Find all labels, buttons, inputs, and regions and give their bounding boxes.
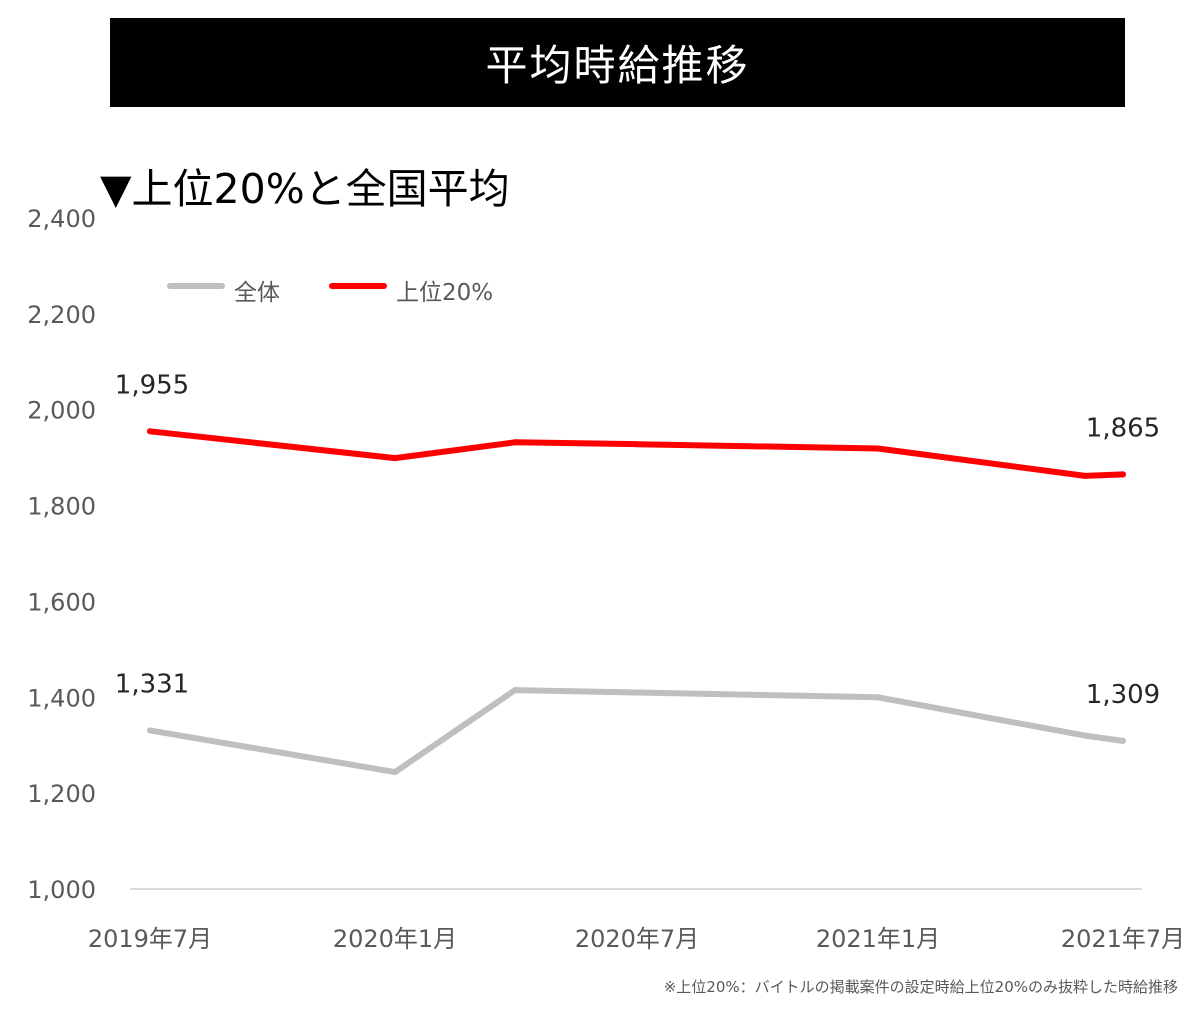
chart-subtitle: ▼上位20%と全国平均 bbox=[100, 165, 510, 213]
legend: 全体 上位20% bbox=[167, 280, 493, 306]
x-tick-label: 2020年1月 bbox=[333, 925, 457, 953]
data-point bbox=[634, 441, 640, 448]
data-label: 1,865 bbox=[1086, 413, 1160, 443]
x-tick-label: 2021年7月 bbox=[1061, 925, 1185, 953]
data-point bbox=[875, 694, 881, 701]
y-tick-label: 2,400 bbox=[27, 205, 96, 233]
y-tick-label: 1,400 bbox=[27, 684, 96, 712]
data-point bbox=[1082, 472, 1088, 479]
x-tick-label: 2019年7月 bbox=[88, 925, 212, 953]
legend-label: 上位20% bbox=[396, 280, 493, 306]
y-axis: 1,000 1,200 1,400 1,600 1,800 2,000 2,200 2,400 bbox=[27, 205, 96, 904]
data-point bbox=[1082, 732, 1088, 739]
data-label: 1,309 bbox=[1086, 680, 1160, 710]
legend-label: 全体 bbox=[234, 280, 280, 306]
x-axis: 2019年7月 2020年1月 2020年7月 2021年1月 2021年7月 bbox=[88, 888, 1185, 953]
x-tick-label: 2021年1月 bbox=[816, 925, 940, 953]
data-point bbox=[392, 769, 398, 776]
footnote: ※上位20%：バイトルの掲載案件の設定時給上位20%のみ抜粋した時給推移 bbox=[664, 978, 1178, 996]
x-tick-label: 2020年7月 bbox=[575, 925, 699, 953]
data-label: 1,331 bbox=[115, 669, 189, 699]
y-tick-label: 1,000 bbox=[27, 876, 96, 904]
chart-title: 平均時給推移 bbox=[485, 41, 750, 90]
data-point bbox=[875, 445, 881, 452]
series-line-1 bbox=[147, 428, 1126, 479]
y-tick-label: 1,200 bbox=[27, 780, 96, 808]
data-point bbox=[147, 428, 153, 435]
data-point bbox=[147, 727, 153, 734]
y-tick-label: 2,200 bbox=[27, 301, 96, 329]
data-point bbox=[634, 689, 640, 696]
title-bar: 平均時給推移 bbox=[110, 18, 1125, 107]
y-tick-label: 1,600 bbox=[27, 588, 96, 616]
data-point bbox=[1120, 471, 1126, 478]
y-tick-label: 2,000 bbox=[27, 397, 96, 425]
y-tick-label: 1,800 bbox=[27, 493, 96, 521]
data-point bbox=[1120, 737, 1126, 744]
data-point bbox=[512, 687, 518, 694]
plot-area: 1,331 1,309 1,955 1,865 bbox=[115, 370, 1160, 776]
series-line-0 bbox=[147, 687, 1126, 776]
data-point bbox=[512, 439, 518, 446]
data-label: 1,955 bbox=[115, 370, 189, 400]
data-point bbox=[392, 455, 398, 462]
